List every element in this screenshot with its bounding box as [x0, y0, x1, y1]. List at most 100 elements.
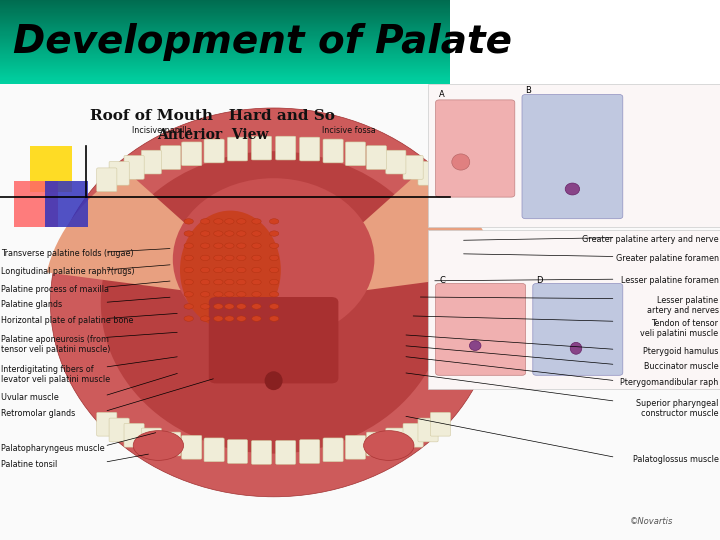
Ellipse shape	[214, 316, 223, 321]
Ellipse shape	[252, 303, 261, 309]
FancyBboxPatch shape	[181, 435, 202, 459]
Ellipse shape	[252, 243, 261, 248]
FancyBboxPatch shape	[251, 441, 271, 464]
Bar	[0, 55, 450, 57]
Text: Lesser palatine foramen: Lesser palatine foramen	[621, 276, 719, 286]
Text: Lesser palatine
artery and nerves: Lesser palatine artery and nerves	[647, 296, 719, 315]
Ellipse shape	[225, 303, 234, 309]
Ellipse shape	[252, 267, 261, 273]
FancyBboxPatch shape	[161, 432, 181, 456]
Bar	[0, 53, 450, 56]
Text: B: B	[526, 86, 531, 95]
Ellipse shape	[269, 267, 279, 273]
Bar	[0, 78, 450, 80]
Text: Palatine process of maxilla: Palatine process of maxilla	[1, 285, 109, 294]
Bar	[0, 63, 450, 65]
FancyBboxPatch shape	[522, 94, 623, 219]
FancyBboxPatch shape	[366, 146, 387, 170]
Ellipse shape	[269, 280, 279, 285]
FancyBboxPatch shape	[209, 297, 338, 383]
Bar	[0, 67, 450, 69]
Text: Buccinator muscle: Buccinator muscle	[644, 362, 719, 371]
Bar	[0, 25, 450, 27]
Ellipse shape	[269, 292, 279, 297]
Ellipse shape	[225, 316, 234, 321]
FancyBboxPatch shape	[323, 139, 343, 163]
Bar	[0, 68, 450, 70]
Bar	[0, 12, 450, 15]
Ellipse shape	[252, 255, 261, 261]
FancyBboxPatch shape	[251, 136, 271, 160]
Bar	[0, 38, 450, 40]
Bar	[0, 44, 450, 46]
Bar	[0, 33, 450, 36]
Ellipse shape	[225, 219, 234, 224]
FancyBboxPatch shape	[346, 435, 366, 459]
Ellipse shape	[184, 292, 194, 297]
Ellipse shape	[237, 280, 246, 285]
Bar	[0, 60, 450, 63]
Ellipse shape	[200, 255, 210, 261]
Ellipse shape	[173, 178, 374, 340]
Ellipse shape	[237, 219, 246, 224]
Bar	[0, 26, 450, 28]
Bar	[0, 1, 450, 3]
Ellipse shape	[237, 267, 246, 273]
Bar	[0, 65, 450, 67]
Text: Incisive papilla: Incisive papilla	[132, 126, 192, 135]
Ellipse shape	[225, 255, 234, 261]
FancyBboxPatch shape	[418, 418, 438, 442]
Bar	[0, 62, 450, 64]
Text: Roof of Mouth   Hard and So: Roof of Mouth Hard and So	[90, 109, 335, 123]
FancyBboxPatch shape	[323, 438, 343, 462]
FancyBboxPatch shape	[124, 156, 144, 179]
Bar	[0, 16, 450, 18]
FancyBboxPatch shape	[96, 413, 117, 436]
Text: Tendon of tensor
veli palatini muscle: Tendon of tensor veli palatini muscle	[640, 319, 719, 338]
Bar	[0, 45, 450, 47]
Text: Palatine glands: Palatine glands	[1, 300, 63, 309]
Ellipse shape	[237, 316, 246, 321]
FancyBboxPatch shape	[141, 428, 161, 452]
Bar	[0, 22, 450, 24]
FancyBboxPatch shape	[300, 137, 320, 161]
Bar	[0, 0, 450, 2]
Bar	[428, 230, 720, 389]
Ellipse shape	[225, 267, 234, 273]
Ellipse shape	[252, 316, 261, 321]
FancyBboxPatch shape	[436, 100, 515, 197]
Ellipse shape	[252, 292, 261, 297]
Bar	[0, 18, 450, 20]
Ellipse shape	[200, 243, 210, 248]
Bar	[0, 56, 450, 58]
Ellipse shape	[225, 231, 234, 237]
Text: Uvular muscle: Uvular muscle	[1, 393, 59, 402]
Bar	[0, 57, 450, 59]
Bar	[0, 52, 450, 55]
Ellipse shape	[364, 431, 414, 460]
Ellipse shape	[237, 303, 246, 309]
Bar	[0, 8, 450, 10]
Bar	[0, 15, 450, 17]
Ellipse shape	[237, 231, 246, 237]
Ellipse shape	[184, 267, 194, 273]
Bar	[0, 14, 450, 16]
Bar	[0, 2, 450, 4]
Ellipse shape	[200, 280, 210, 285]
Ellipse shape	[214, 280, 223, 285]
Bar	[0, 80, 450, 83]
Bar	[0, 72, 450, 75]
Ellipse shape	[180, 211, 281, 329]
Ellipse shape	[225, 280, 234, 285]
Ellipse shape	[200, 267, 210, 273]
Wedge shape	[274, 170, 500, 302]
Ellipse shape	[214, 255, 223, 261]
Ellipse shape	[214, 243, 223, 248]
Bar	[0, 47, 450, 49]
Text: Palatine tonsil: Palatine tonsil	[1, 460, 58, 469]
Ellipse shape	[252, 231, 261, 237]
Text: Pterygoid hamulus: Pterygoid hamulus	[643, 347, 719, 356]
Ellipse shape	[184, 316, 194, 321]
Text: D: D	[536, 276, 543, 285]
Bar	[0, 82, 450, 84]
